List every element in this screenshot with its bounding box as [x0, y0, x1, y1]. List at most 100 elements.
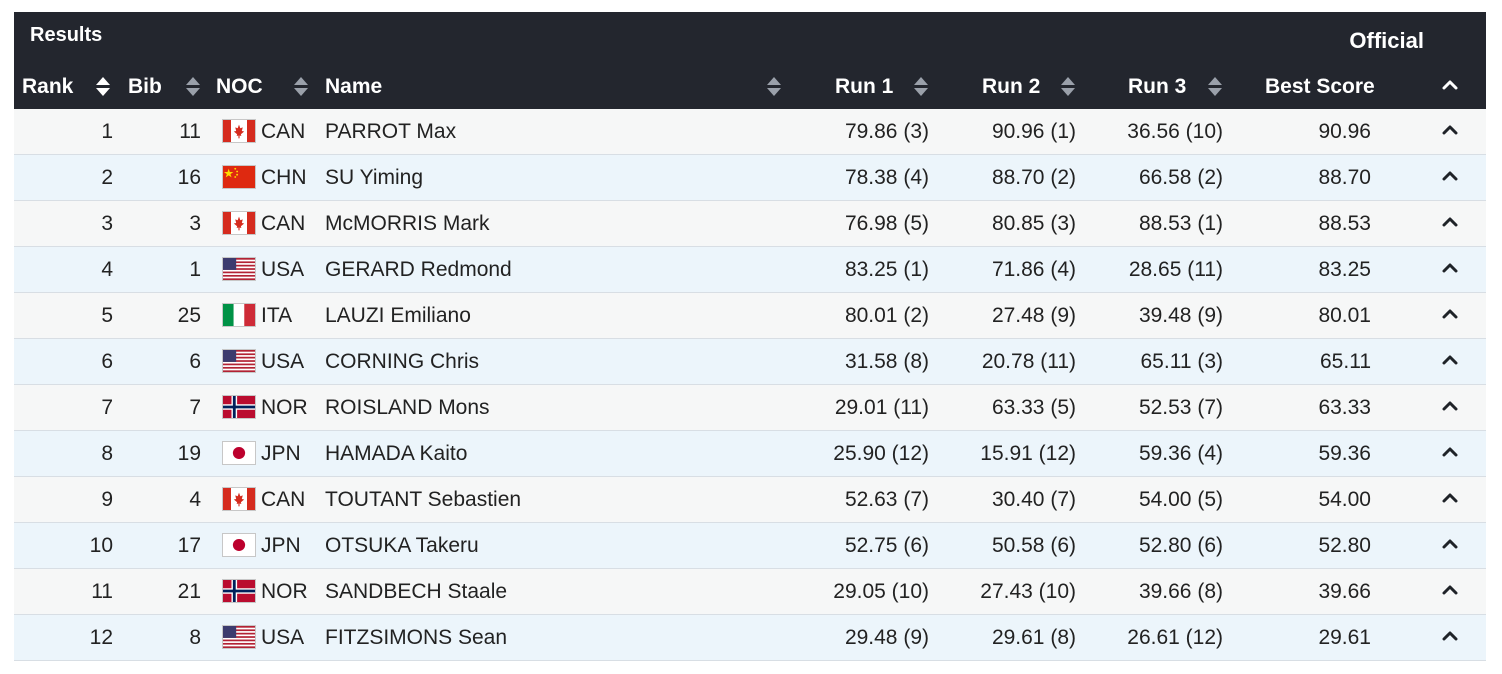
- noc-value: NOR: [261, 579, 308, 603]
- run2-value: 20.78 (11): [981, 349, 1076, 373]
- rank-value: 4: [101, 257, 113, 281]
- run3-value: 54.00 (5): [1138, 487, 1223, 511]
- expand-row-chevron-up-icon[interactable]: [1441, 213, 1459, 231]
- run3-value: 26.61 (12): [1127, 625, 1223, 649]
- athlete-name: PARROT Max: [325, 109, 456, 154]
- status-label: Official: [1349, 28, 1424, 53]
- table-row[interactable]: 4 1 USA GERARD Redmond 83.25 (1) 71.86 (…: [14, 247, 1486, 293]
- table-row[interactable]: 6 6 USA CORNING Chris 31.58 (8) 20.78 (1…: [14, 339, 1486, 385]
- run3-value: 39.48 (9): [1138, 303, 1223, 327]
- results-body: 1 11 CAN PARROT Max 79.86 (3) 90.96 (1) …: [14, 109, 1486, 661]
- table-row[interactable]: 9 4 CAN TOUTANT Sebastien 52.63 (7) 30.4…: [14, 477, 1486, 523]
- table-row[interactable]: 5 25 ITA LAUZI Emiliano 80.01 (2) 27.48 …: [14, 293, 1486, 339]
- run2-value: 88.70 (2): [991, 165, 1076, 189]
- table-row[interactable]: 11 21 NOR SANDBECH Staale 29.05 (10) 27.…: [14, 569, 1486, 615]
- table-row[interactable]: 2 16 CHN SU Yiming 78.38 (4) 88.70 (2) 6…: [14, 155, 1486, 201]
- best-score-cell: 65.11: [1264, 339, 1371, 384]
- run1-cell: 80.01 (2): [774, 293, 929, 338]
- expand-row-chevron-up-icon[interactable]: [1441, 535, 1459, 553]
- bib-value: 1: [189, 257, 201, 281]
- sort-bib-icon[interactable]: [186, 76, 200, 98]
- sort-run2-icon[interactable]: [1061, 76, 1075, 98]
- col-header-bib[interactable]: Bib: [128, 64, 162, 109]
- bib-cell: 17: [134, 523, 201, 568]
- sort-rank-icon[interactable]: [96, 76, 110, 98]
- run2-value: 63.33 (5): [991, 395, 1076, 419]
- expand-row-chevron-up-icon[interactable]: [1441, 121, 1459, 139]
- bib-cell: 4: [134, 477, 201, 522]
- results-table: Results Official Rank Bib NOC Name Run 1…: [14, 12, 1486, 661]
- run2-cell: 27.48 (9): [914, 293, 1076, 338]
- column-header-row: Rank Bib NOC Name Run 1 Run 2 Run 3 Best…: [14, 64, 1486, 109]
- col-header-rank[interactable]: Rank: [22, 64, 73, 109]
- bib-value: 4: [189, 487, 201, 511]
- athlete-name: FITZSIMONS Sean: [325, 615, 507, 660]
- expand-row-chevron-up-icon[interactable]: [1441, 627, 1459, 645]
- expand-row-chevron-up-icon[interactable]: [1441, 351, 1459, 369]
- run3-cell: 88.53 (1): [1064, 201, 1223, 246]
- run3-value: 52.53 (7): [1138, 395, 1223, 419]
- athlete-name-text: TOUTANT Sebastien: [325, 487, 522, 511]
- best-score-value: 52.80: [1318, 533, 1371, 557]
- table-row[interactable]: 8 19 JPN HAMADA Kaito 25.90 (12) 15.91 (…: [14, 431, 1486, 477]
- athlete-name: LAUZI Emiliano: [325, 293, 471, 338]
- sort-name-icon[interactable]: [767, 76, 781, 98]
- run3-value: 65.11 (3): [1140, 349, 1224, 373]
- best-score-value: 29.61: [1318, 625, 1371, 649]
- table-row[interactable]: 10 17 JPN OTSUKA Takeru 52.75 (6) 50.58 …: [14, 523, 1486, 569]
- bib-value: 8: [189, 625, 201, 649]
- expand-row-chevron-up-icon[interactable]: [1441, 305, 1459, 323]
- norway-flag-icon: [222, 395, 256, 419]
- run1-cell: 76.98 (5): [774, 201, 929, 246]
- best-score-cell: 54.00: [1264, 477, 1371, 522]
- col-header-run3[interactable]: Run 3: [1128, 64, 1186, 109]
- noc-value: CAN: [261, 119, 306, 143]
- bib-value: 11: [179, 119, 201, 143]
- rank-cell: 12: [14, 615, 113, 660]
- bib-value: 7: [189, 395, 201, 419]
- run1-cell: 25.90 (12): [774, 431, 929, 476]
- col-header-name[interactable]: Name: [325, 64, 382, 109]
- col-header-name-label: Name: [325, 74, 383, 98]
- best-score-value: 90.96: [1318, 119, 1371, 143]
- col-header-best[interactable]: Best Score: [1265, 64, 1375, 109]
- col-header-run3-label: Run 3: [1128, 74, 1187, 98]
- best-score-value: 88.53: [1318, 211, 1371, 235]
- expand-row-chevron-up-icon[interactable]: [1441, 581, 1459, 599]
- athlete-name-text: CORNING Chris: [325, 349, 480, 373]
- col-header-noc[interactable]: NOC: [216, 64, 263, 109]
- run1-value: 29.48 (9): [844, 625, 929, 649]
- table-row[interactable]: 1 11 CAN PARROT Max 79.86 (3) 90.96 (1) …: [14, 109, 1486, 155]
- run2-value: 50.58 (6): [991, 533, 1076, 557]
- run3-cell: 52.80 (6): [1064, 523, 1223, 568]
- expand-row-chevron-up-icon[interactable]: [1441, 443, 1459, 461]
- collapse-all-chevron-up-icon[interactable]: [1441, 76, 1459, 94]
- canada-flag-icon: [222, 487, 256, 511]
- rank-value: 2: [101, 165, 113, 189]
- best-score-cell: 63.33: [1264, 385, 1371, 430]
- run2-value: 15.91 (12): [980, 441, 1076, 465]
- japan-flag-icon: [222, 441, 256, 465]
- run1-cell: 29.01 (11): [774, 385, 929, 430]
- sort-run3-icon[interactable]: [1208, 76, 1222, 98]
- sort-noc-icon[interactable]: [294, 76, 308, 98]
- table-row[interactable]: 3 3 CAN McMORRIS Mark 76.98 (5) 80.85 (3…: [14, 201, 1486, 247]
- expand-row-chevron-up-icon[interactable]: [1441, 397, 1459, 415]
- rank-cell: 1: [14, 109, 113, 154]
- table-row[interactable]: 7 7 NOR ROISLAND Mons 29.01 (11) 63.33 (…: [14, 385, 1486, 431]
- col-header-run2[interactable]: Run 2: [982, 64, 1040, 109]
- results-title: Results: [30, 24, 103, 46]
- expand-row-chevron-up-icon[interactable]: [1441, 167, 1459, 185]
- run1-cell: 52.75 (6): [774, 523, 929, 568]
- expand-row-chevron-up-icon[interactable]: [1441, 259, 1459, 277]
- table-row[interactable]: 12 8 USA FITZSIMONS Sean 29.48 (9) 29.61…: [14, 615, 1486, 661]
- col-header-run1[interactable]: Run 1: [835, 64, 893, 109]
- col-header-noc-label: NOC: [216, 74, 263, 98]
- best-score-cell: 52.80: [1264, 523, 1371, 568]
- expand-row-chevron-up-icon[interactable]: [1441, 489, 1459, 507]
- best-score-cell: 39.66: [1264, 569, 1371, 614]
- bib-cell: 25: [134, 293, 201, 338]
- rank-cell: 6: [14, 339, 113, 384]
- sort-run1-icon[interactable]: [914, 76, 928, 98]
- rank-value: 5: [101, 303, 113, 327]
